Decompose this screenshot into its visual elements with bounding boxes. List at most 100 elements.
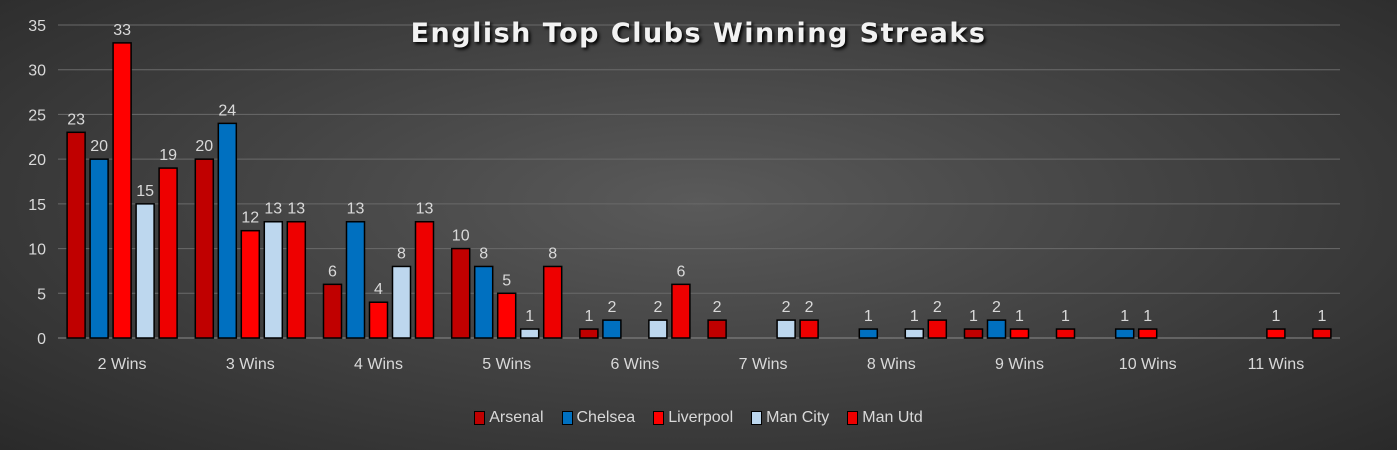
data-label: 24 bbox=[218, 102, 236, 119]
data-label: 1 bbox=[864, 308, 873, 325]
data-label: 1 bbox=[1317, 308, 1326, 325]
legend-label: Arsenal bbox=[489, 409, 544, 426]
data-label: 2 bbox=[607, 299, 616, 316]
x-tick-label: 6 Wins bbox=[610, 356, 659, 373]
y-tick-label: 35 bbox=[28, 18, 46, 35]
bar-man-utd bbox=[414, 220, 435, 339]
bar-man-utd bbox=[671, 283, 691, 339]
data-label: 20 bbox=[195, 138, 213, 155]
legend-swatch bbox=[474, 411, 486, 425]
x-tick-label: 9 Wins bbox=[995, 356, 1044, 373]
data-label: 1 bbox=[1061, 308, 1070, 325]
data-label: 6 bbox=[328, 263, 337, 280]
legend-swatch bbox=[751, 411, 763, 425]
data-label: 20 bbox=[90, 138, 108, 155]
bar-liverpool bbox=[112, 42, 132, 339]
y-tick-label: 15 bbox=[28, 197, 46, 214]
bar-chelsea bbox=[473, 265, 494, 339]
bar-chelsea bbox=[602, 319, 622, 339]
y-tick-label: 20 bbox=[28, 152, 46, 169]
x-tick-label: 8 Wins bbox=[867, 356, 916, 373]
legend-label: Man Utd bbox=[862, 409, 923, 426]
bar-liverpool bbox=[1137, 328, 1158, 339]
bar-arsenal bbox=[579, 328, 599, 339]
bar-liverpool bbox=[1009, 328, 1030, 339]
x-tick-label: 7 Wins bbox=[739, 356, 788, 373]
data-label: 10 bbox=[452, 228, 470, 245]
bar-man-city bbox=[519, 328, 540, 339]
chart-legend: Arsenal Chelsea Liverpool Man City Man Utd bbox=[0, 409, 1397, 427]
bar-arsenal bbox=[450, 247, 471, 339]
data-label: 6 bbox=[676, 263, 685, 280]
data-label: 8 bbox=[479, 245, 488, 262]
bar-liverpool bbox=[368, 301, 389, 339]
data-label: 4 bbox=[374, 281, 383, 298]
y-tick-label: 30 bbox=[28, 63, 46, 80]
bar-man-utd bbox=[542, 265, 563, 339]
data-label: 1 bbox=[584, 308, 593, 325]
data-label: 1 bbox=[1271, 308, 1280, 325]
data-label: 2 bbox=[805, 299, 814, 316]
bar-arsenal bbox=[66, 131, 86, 339]
data-label: 1 bbox=[525, 308, 534, 325]
bar-man-city bbox=[135, 203, 155, 339]
bar-man-city bbox=[263, 220, 284, 339]
legend-item: Chelsea bbox=[561, 409, 636, 427]
bar-liverpool bbox=[496, 292, 517, 339]
data-label: 19 bbox=[159, 147, 177, 164]
legend-swatch bbox=[847, 411, 859, 425]
data-label: 13 bbox=[416, 201, 434, 218]
x-tick-label: 10 Wins bbox=[1119, 356, 1177, 373]
y-tick-label: 10 bbox=[28, 242, 46, 259]
data-label: 12 bbox=[241, 210, 259, 227]
x-tick-label: 5 Wins bbox=[482, 356, 531, 373]
bar-man-city bbox=[648, 319, 668, 339]
data-label: 2 bbox=[782, 299, 791, 316]
x-tick-label: 2 Wins bbox=[98, 356, 147, 373]
data-label: 2 bbox=[713, 299, 722, 316]
data-label: 13 bbox=[347, 201, 365, 218]
legend-item: Liverpool bbox=[653, 409, 733, 427]
bar-chelsea bbox=[217, 122, 238, 339]
data-label: 8 bbox=[397, 245, 406, 262]
bar-arsenal bbox=[707, 319, 727, 339]
data-label: 2 bbox=[653, 299, 662, 316]
x-tick-label: 3 Wins bbox=[226, 356, 275, 373]
legend-item: Man City bbox=[751, 409, 829, 427]
data-label: 1 bbox=[1143, 308, 1152, 325]
legend-label: Man City bbox=[766, 409, 830, 426]
bar-man-utd bbox=[1055, 328, 1076, 339]
legend-label: Chelsea bbox=[576, 409, 636, 426]
bar-man-utd bbox=[799, 319, 819, 339]
bar-chelsea bbox=[89, 158, 109, 339]
data-label: 23 bbox=[67, 111, 85, 128]
x-tick-label: 11 Wins bbox=[1248, 356, 1305, 373]
data-label: 1 bbox=[1120, 308, 1129, 325]
bar-chelsea bbox=[858, 328, 879, 339]
legend-item: Arsenal bbox=[474, 409, 544, 427]
x-tick-label: 4 Wins bbox=[354, 356, 403, 373]
y-tick-label: 5 bbox=[37, 286, 46, 303]
bar-man-city bbox=[904, 328, 925, 339]
bar-arsenal bbox=[194, 158, 215, 339]
legend-item: Man Utd bbox=[847, 409, 923, 427]
bar-man-utd bbox=[158, 167, 178, 339]
data-label: 13 bbox=[264, 201, 282, 218]
bar-liverpool bbox=[240, 229, 261, 339]
bar-man-utd bbox=[286, 220, 307, 339]
bar-chelsea bbox=[345, 220, 366, 339]
data-label: 1 bbox=[969, 308, 978, 325]
bar-man-city bbox=[391, 265, 412, 339]
data-label: 8 bbox=[548, 245, 557, 262]
data-label: 15 bbox=[136, 183, 154, 200]
y-tick-label: 0 bbox=[37, 331, 46, 348]
bar-arsenal bbox=[963, 328, 984, 339]
data-label: 2 bbox=[933, 299, 942, 316]
legend-swatch bbox=[561, 411, 573, 425]
legend-label: Liverpool bbox=[668, 409, 734, 426]
data-label: 33 bbox=[113, 22, 131, 39]
data-label: 13 bbox=[287, 201, 305, 218]
chart-title: English Top Clubs Winning Streaks bbox=[410, 18, 987, 49]
